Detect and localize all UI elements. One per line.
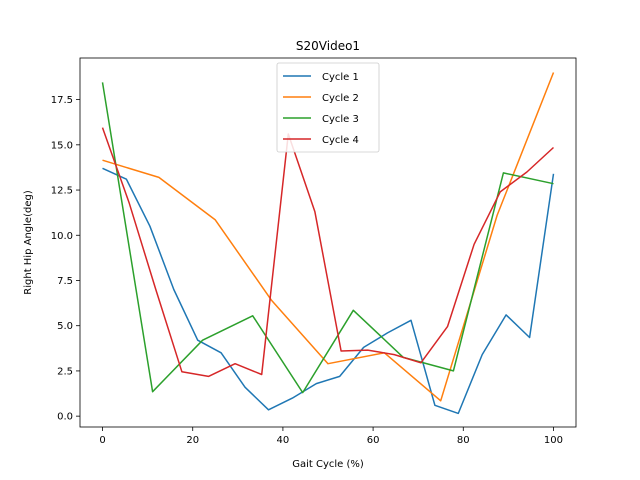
series-line-cycle-2	[102, 72, 555, 402]
y-tick-label: 7.5	[57, 276, 73, 287]
legend: Cycle 1 Cycle 2 Cycle 3 Cycle 4	[276, 62, 380, 153]
y-tick-label: 5.0	[57, 321, 73, 332]
legend-label: Cycle 3	[322, 114, 359, 125]
y-axis-label: Right Hip Angle(deg)	[23, 190, 34, 295]
series-line-cycle-4	[101, 127, 555, 378]
ticks: 0 20 40 60 80 100 0.0 2.5 5.0 7.5 10.0 12.5 15.0 17.5	[51, 95, 563, 446]
legend-box	[276, 62, 380, 153]
legend-label: Cycle 4	[322, 135, 359, 146]
chart-title: S20Video1	[296, 39, 360, 53]
axes-frame	[79, 57, 577, 428]
y-tick-label: 2.5	[57, 366, 73, 377]
y-tick-label: 15.0	[51, 140, 73, 151]
x-tick-label: 20	[186, 435, 199, 446]
y-tick-label: 0.0	[57, 412, 73, 423]
x-axis-label: Gait Cycle (%)	[292, 459, 364, 470]
series-line-cycle-1	[102, 167, 555, 415]
x-tick-label: 0	[99, 435, 105, 446]
x-tick-label: 40	[277, 435, 290, 446]
y-tick-label: 17.5	[51, 95, 73, 106]
legend-label: Cycle 1	[322, 72, 359, 83]
series-line-cycle-3	[101, 82, 554, 394]
x-tick-label: 80	[457, 435, 470, 446]
x-tick-label: 60	[367, 435, 380, 446]
legend-label: Cycle 2	[322, 93, 359, 104]
x-tick-label: 100	[544, 435, 563, 446]
y-tick-label: 12.5	[51, 186, 73, 197]
y-tick-label: 10.0	[51, 231, 73, 242]
plot-lines	[101, 72, 555, 415]
